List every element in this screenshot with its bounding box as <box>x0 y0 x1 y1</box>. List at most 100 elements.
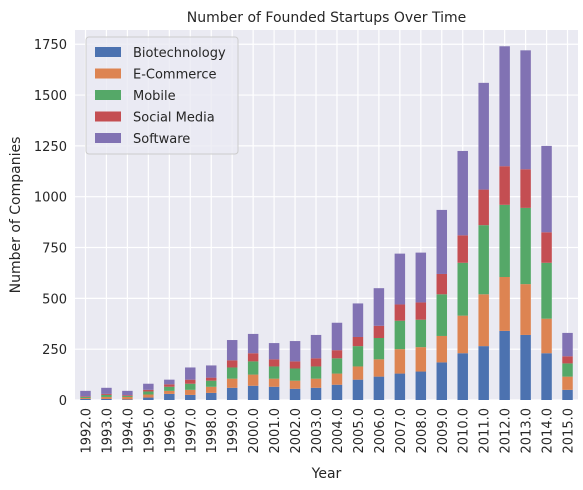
bar-segment <box>520 207 531 285</box>
x-tick-label: 2007.0 <box>394 408 409 454</box>
x-tick-label: 2003.0 <box>310 408 325 454</box>
bar-segment <box>415 252 427 303</box>
bar-segment <box>80 396 91 397</box>
bar-segment <box>80 397 91 399</box>
x-tick-label: 1995.0 <box>142 408 157 454</box>
bar-segment <box>122 399 133 400</box>
y-tick-label: 500 <box>42 292 67 307</box>
bar-segment <box>226 387 238 400</box>
bar-segment <box>562 376 573 390</box>
bar-segment <box>310 366 322 379</box>
y-tick-label: 750 <box>42 242 67 257</box>
bar-segment <box>185 379 196 384</box>
bar-segment <box>164 379 175 385</box>
bar-segment <box>289 361 301 369</box>
bar-segment <box>143 389 154 392</box>
bar-segment <box>331 373 343 385</box>
x-tick-label: 2001.0 <box>268 408 283 454</box>
bar-segment <box>185 367 196 380</box>
bar-segment <box>499 46 510 167</box>
bar-segment <box>394 349 406 374</box>
bar-segment <box>478 82 489 190</box>
legend-swatch <box>95 68 121 79</box>
legend-label: Social Media <box>133 111 215 126</box>
bar-segment <box>562 389 573 400</box>
bar-segment <box>143 391 154 395</box>
bar-segment <box>185 389 196 395</box>
bar-segment <box>268 366 280 379</box>
legend: Biotechnology E-Commerce Mobile Social Medi… <box>85 36 239 155</box>
bar-segment <box>80 390 91 397</box>
bar-segment <box>520 334 531 400</box>
bar-segment <box>562 332 573 357</box>
bar-segment <box>331 322 343 351</box>
y-tick-label: 1250 <box>34 140 67 155</box>
legend-swatch <box>95 111 121 122</box>
bar-segment <box>268 359 280 367</box>
bar-segment <box>352 303 364 337</box>
bar-segment <box>185 383 196 390</box>
x-tick-label: 2015.0 <box>562 408 577 454</box>
x-tick-label: 2010.0 <box>457 408 472 454</box>
bar-segment <box>520 284 531 335</box>
bar-segment <box>289 388 301 400</box>
bar-segment <box>373 288 385 326</box>
bar-segment <box>101 387 112 394</box>
bar-segment <box>436 209 448 274</box>
bar-segment <box>457 262 468 316</box>
bar-segment <box>205 380 217 387</box>
bar-segment <box>457 353 468 400</box>
bar-segment <box>205 392 217 400</box>
bar-segment <box>268 378 280 387</box>
y-tick-label: 1500 <box>34 89 67 104</box>
x-tick-label: 2000.0 <box>247 408 262 454</box>
bar-segment <box>122 390 133 396</box>
bar-segment <box>143 397 154 400</box>
bar-segment <box>352 366 364 380</box>
bar-segment <box>499 330 510 400</box>
x-tick-label: 2002.0 <box>289 408 304 454</box>
x-tick-label: 1999.0 <box>226 408 241 454</box>
bar-segment <box>226 360 238 368</box>
bar-segment <box>331 350 343 359</box>
bar-segment <box>352 379 364 400</box>
bar-segment <box>331 358 343 374</box>
bar-segment <box>373 325 385 338</box>
bar-segment <box>101 394 112 397</box>
y-tick-label: 1000 <box>34 191 67 206</box>
x-tick-label: 2004.0 <box>331 408 346 454</box>
bar-segment <box>226 378 238 388</box>
bar-segment <box>499 277 510 331</box>
x-tick-label: 2008.0 <box>415 408 430 454</box>
x-tick-label: 2011.0 <box>478 408 493 454</box>
bar-segment <box>247 353 259 362</box>
x-tick-label: 1994.0 <box>121 408 136 454</box>
x-tick-label: 2013.0 <box>520 408 535 454</box>
bar-segment <box>247 361 259 375</box>
y-tick-labels: 0 250 500 750 1000 1250 1500 1750 <box>34 38 67 409</box>
bar-segment <box>205 377 217 381</box>
bar-segment <box>373 359 385 377</box>
bar-segment <box>394 304 406 321</box>
bar-segment <box>415 347 427 372</box>
bar-segment <box>226 340 238 361</box>
bar-segment <box>436 335 448 363</box>
legend-label: E-Commerce <box>133 68 216 83</box>
x-tick-label: 2009.0 <box>436 408 451 454</box>
bar-segment <box>562 356 573 364</box>
bar-segment <box>143 383 154 390</box>
bar-segment <box>415 302 427 320</box>
bar-segment <box>164 393 175 400</box>
x-tick-label: 2005.0 <box>352 408 367 454</box>
bar-segment <box>164 386 175 391</box>
bar-segment <box>478 189 489 226</box>
bar-segment <box>101 396 112 399</box>
x-tick-label: 1997.0 <box>184 408 199 454</box>
bar-segment <box>478 225 489 295</box>
bar-segment <box>205 386 217 393</box>
bar-segment <box>289 380 301 389</box>
bar-segment <box>310 378 322 388</box>
y-tick-label: 250 <box>42 343 67 358</box>
bar-segment <box>80 396 91 398</box>
